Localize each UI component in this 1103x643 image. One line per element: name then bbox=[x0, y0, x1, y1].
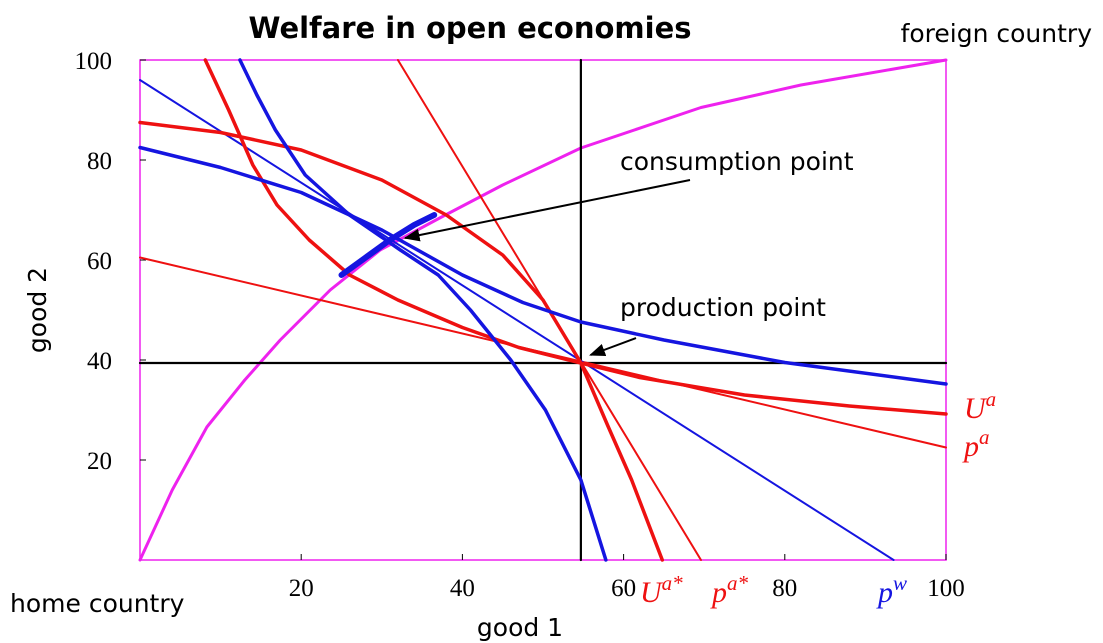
annotation-arrow bbox=[403, 179, 691, 242]
series-label-sup: w bbox=[893, 571, 907, 595]
y-tick-label: 60 bbox=[87, 248, 112, 275]
y-axis-label: good 2 bbox=[23, 267, 52, 353]
y-tick-label: 80 bbox=[87, 148, 112, 175]
corner-label: home country bbox=[10, 589, 185, 618]
x-tick-label: 40 bbox=[450, 575, 475, 602]
series-label-base: p bbox=[962, 430, 979, 463]
x-tick-label: 60 bbox=[611, 575, 636, 602]
curve bbox=[338, 212, 438, 278]
series-label: Ua bbox=[964, 387, 996, 425]
curve bbox=[203, 58, 665, 562]
plot-frame bbox=[139, 59, 947, 561]
annotation-arrow bbox=[589, 337, 637, 356]
y-tick-label: 40 bbox=[87, 348, 112, 375]
series-label-sup: a bbox=[979, 425, 990, 449]
annotation: consumption point bbox=[620, 147, 854, 176]
y-tick-label: 100 bbox=[75, 48, 113, 75]
series-label-sup: a* bbox=[662, 571, 684, 595]
curve bbox=[238, 58, 608, 562]
y-tick-label: 20 bbox=[87, 448, 112, 475]
x-tick-label: 20 bbox=[289, 575, 314, 602]
curve bbox=[139, 79, 895, 561]
series-label: pw bbox=[876, 571, 907, 609]
x-axis-label: good 1 bbox=[477, 613, 563, 642]
x-tick-label: 100 bbox=[927, 575, 965, 602]
series-label: pa* bbox=[710, 571, 749, 609]
series-label-sup: a* bbox=[727, 571, 749, 595]
series-label: Ua* bbox=[640, 571, 683, 609]
series-label: pa bbox=[962, 425, 990, 463]
series-label-sup: a bbox=[986, 387, 997, 411]
series-label-base: p bbox=[710, 576, 727, 609]
corner-label: foreign country bbox=[901, 19, 1093, 48]
series-label-base: U bbox=[964, 392, 988, 425]
series-label-base: U bbox=[640, 576, 664, 609]
curve bbox=[138, 145, 948, 386]
chart-title: Welfare in open economies bbox=[248, 11, 691, 45]
annotation: production point bbox=[620, 293, 826, 322]
series-label-base: p bbox=[876, 576, 893, 609]
x-tick-label: 80 bbox=[772, 575, 797, 602]
